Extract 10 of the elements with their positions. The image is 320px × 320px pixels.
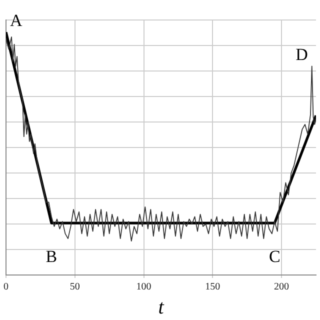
x-tick-label: 150	[205, 282, 220, 293]
x-axis-title: t	[158, 296, 164, 318]
annotation: B	[46, 246, 58, 266]
x-tick-label: 200	[274, 282, 290, 293]
x-tick-label: 100	[136, 282, 152, 293]
x-tick-label: 50	[70, 282, 80, 293]
annotation: C	[268, 246, 280, 266]
annotation: A	[10, 11, 23, 30]
x-tick-label: 0	[4, 282, 8, 293]
annotation: D	[296, 45, 308, 64]
